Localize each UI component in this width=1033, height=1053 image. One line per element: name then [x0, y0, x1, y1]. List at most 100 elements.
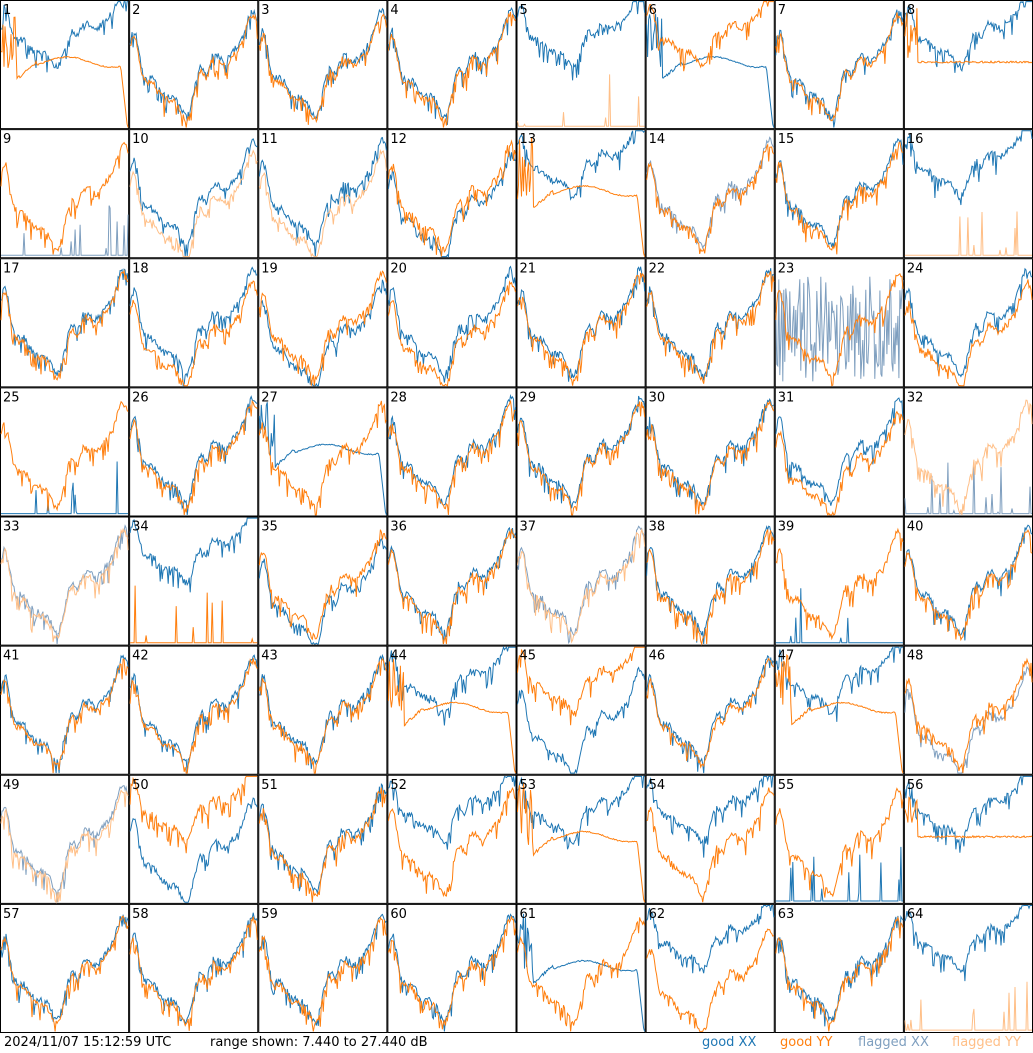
antenna-panel-14: 14 — [645, 129, 775, 259]
panel-number: 54 — [649, 778, 666, 793]
panel-number: 24 — [907, 261, 924, 276]
antenna-panel-15: 15 — [774, 129, 904, 259]
panel-frame — [258, 0, 388, 130]
antenna-panel-61: 61 — [516, 903, 646, 1033]
antenna-panel-31: 31 — [774, 387, 904, 517]
antenna-panel-63: 63 — [774, 903, 904, 1033]
antenna-panel-41: 41 — [0, 645, 130, 775]
panel-number: 63 — [778, 907, 795, 922]
panel-number: 18 — [132, 261, 149, 276]
series-good-yy — [0, 915, 129, 1032]
panel-number: 25 — [3, 390, 20, 405]
panel-number: 64 — [907, 907, 924, 922]
series-good-yy — [775, 410, 904, 517]
series-good-xx — [646, 525, 775, 645]
series-good-yy — [258, 270, 387, 386]
antenna-panel-18: 18 — [129, 258, 259, 388]
panel-number: 40 — [907, 520, 924, 535]
series-good-yy — [387, 786, 516, 898]
series-good-xx — [387, 7, 516, 125]
antenna-panel-49: 49 — [0, 774, 130, 904]
series-good-yy — [646, 271, 775, 384]
series-flagged-yy — [517, 74, 645, 127]
antenna-panel-2: 2 — [129, 0, 259, 130]
antenna-panel-35: 35 — [258, 516, 388, 646]
panel-number: 47 — [778, 649, 795, 664]
antenna-panel-25: 25 — [0, 387, 130, 517]
series-good-yy — [129, 916, 258, 1031]
antenna-panel-59: 59 — [258, 903, 388, 1033]
panel-number: 23 — [778, 261, 795, 276]
panel-number: 29 — [520, 390, 537, 405]
panel-number: 11 — [261, 132, 278, 147]
series-good-yy — [0, 400, 129, 512]
panel-number: 30 — [649, 390, 666, 405]
panel-number: 14 — [649, 132, 666, 147]
antenna-panel-10: 10 — [129, 129, 259, 259]
series-flagged-yy — [258, 148, 387, 258]
panel-frame — [129, 387, 259, 517]
antenna-panel-34: 34 — [129, 516, 259, 646]
antenna-panel-7: 7 — [774, 0, 904, 130]
panel-frame — [516, 387, 646, 517]
panel-frame — [774, 129, 904, 259]
legend-good-yy: good YY — [780, 1035, 833, 1050]
series-good-yy — [387, 528, 516, 645]
panel-frame — [258, 129, 388, 259]
panel-number: 20 — [390, 261, 407, 276]
antenna-panel-53: 53 — [516, 774, 646, 904]
series-good-xx — [129, 517, 258, 593]
panel-frame — [0, 258, 130, 388]
panel-number: 43 — [261, 649, 278, 664]
antenna-panel-27: 27 — [258, 387, 388, 517]
series-good-xx — [129, 8, 258, 122]
antenna-panel-8: 8 — [903, 0, 1033, 130]
panel-frame — [0, 903, 130, 1033]
panel-frame — [903, 387, 1033, 517]
series-good-yy — [517, 646, 645, 726]
legend-flagged-xx: flagged XX — [858, 1035, 929, 1050]
series-good-yy — [775, 787, 904, 898]
panel-frame — [129, 903, 259, 1033]
panel-number: 55 — [778, 778, 795, 793]
panel-number: 9 — [3, 132, 11, 147]
panel-frame — [129, 516, 259, 646]
series-good-xx — [0, 1, 129, 73]
antenna-panel-13: 13 — [516, 129, 646, 259]
series-flagged-yy — [904, 211, 1032, 256]
series-flagged-yy — [904, 399, 1033, 516]
panel-number: 13 — [520, 132, 537, 147]
timestamp: 2024/11/07 15:12:59 UTC — [4, 1035, 172, 1050]
panel-number: 39 — [778, 520, 795, 535]
panel-number: 41 — [3, 649, 20, 664]
series-good-yy — [387, 11, 516, 128]
panel-number: 34 — [132, 520, 149, 535]
antenna-panel-50: 50 — [129, 774, 259, 904]
series-good-yy — [0, 658, 129, 774]
panel-number: 8 — [907, 3, 915, 18]
series-good-yy — [129, 399, 258, 515]
series-flagged-yy — [904, 981, 1032, 1031]
series-good-yy — [646, 928, 775, 1032]
panel-frame — [387, 516, 517, 646]
panel-number: 15 — [778, 132, 795, 147]
series-good-xx — [517, 666, 646, 775]
series-good-yy — [130, 585, 258, 644]
series-good-yy — [517, 917, 646, 1032]
panel-frame — [774, 903, 904, 1033]
panel-number: 53 — [520, 778, 537, 793]
legend-flagged-yy: flagged YY — [952, 1035, 1021, 1050]
antenna-panel-5: 5 — [516, 0, 646, 130]
panel-number: 37 — [520, 520, 537, 535]
series-flagged-xx — [904, 461, 1032, 515]
series-good-xx — [775, 645, 903, 722]
series-flagged-xx — [1, 205, 129, 256]
series-good-xx — [517, 775, 645, 850]
series-flagged-yy — [0, 789, 129, 904]
series-good-yy — [904, 529, 1033, 642]
series-good-xx — [517, 1, 646, 81]
panel-number: 33 — [3, 520, 20, 535]
panel-frame — [903, 903, 1033, 1033]
series-good-yy — [646, 787, 775, 903]
panel-number: 61 — [520, 907, 537, 922]
